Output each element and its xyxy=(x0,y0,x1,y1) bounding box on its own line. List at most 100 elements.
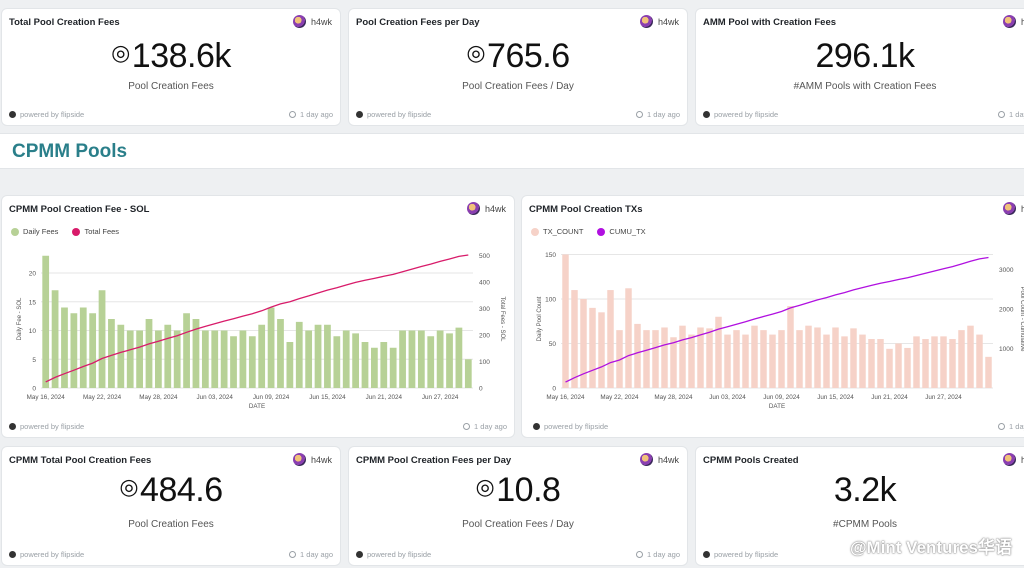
legend-item[interactable]: CUMU_TX xyxy=(597,227,646,236)
stat-label: #CPMM Pools xyxy=(833,519,897,530)
chart-card-txs[interactable]: CPMM Pool Creation TXs h4wk powered by f… xyxy=(521,195,1024,438)
bar xyxy=(859,334,866,388)
y2-axis-label: Total Fees - SOL xyxy=(499,296,505,342)
bar xyxy=(464,359,472,388)
y-tick-label: 100 xyxy=(545,296,556,303)
stat-number: 10.8 xyxy=(496,471,561,509)
bar xyxy=(841,336,848,388)
sol-icon: ◎ xyxy=(111,40,130,65)
powered-text: powered by flipside xyxy=(20,422,85,431)
author-name: h4wk xyxy=(1021,17,1024,27)
chart-txs: 0 50 100 150 1000 2000 3000 May 16, 2024 May 22,… xyxy=(537,252,1024,410)
y-tick-label: 150 xyxy=(545,252,556,259)
bar xyxy=(201,330,209,388)
stat-card-cpmm-pools-created[interactable]: CPMM Pools Created h4wk 3.2k #CPMM Pools… xyxy=(695,446,1024,566)
stat-card-cpmm-total-fees[interactable]: CPMM Total Pool Creation Fees h4wk ◎484.… xyxy=(1,446,341,566)
author-name: h4wk xyxy=(310,16,332,27)
bar xyxy=(913,336,920,388)
updated-time: 1 day ago xyxy=(636,110,680,119)
bar xyxy=(868,339,875,388)
stat-card-amm-pools[interactable]: AMM Pool with Creation Fees h4wk 296.1k … xyxy=(695,8,1024,126)
powered-by[interactable]: powered by flipside xyxy=(533,422,608,431)
author[interactable]: h4wk xyxy=(466,202,506,215)
bar xyxy=(958,330,965,388)
bar xyxy=(417,330,425,388)
bar xyxy=(877,339,884,388)
bar xyxy=(769,334,776,388)
stat-card-cpmm-fees-per-day[interactable]: CPMM Pool Creation Fees per Day h4wk ◎10… xyxy=(348,446,688,566)
legend-item[interactable]: Daily Fees xyxy=(11,227,58,236)
bar xyxy=(136,330,143,388)
x-tick-label: Jun 09, 2024 xyxy=(253,394,290,401)
bar xyxy=(117,324,125,388)
flipside-icon xyxy=(356,551,363,558)
powered-text: powered by flipside xyxy=(20,110,85,119)
bar xyxy=(760,330,767,388)
stat-label: Pool Creation Fees xyxy=(128,519,214,530)
author[interactable]: h4wk xyxy=(1002,15,1024,28)
bar xyxy=(267,307,275,388)
legend-swatch xyxy=(72,227,81,236)
bar xyxy=(742,334,749,388)
bar xyxy=(625,288,632,388)
stat-value: 296.1k xyxy=(696,37,1024,76)
bar xyxy=(607,290,614,388)
stat-label: Pool Creation Fees xyxy=(128,81,214,92)
bar xyxy=(787,306,794,388)
bar xyxy=(145,319,153,388)
bar xyxy=(277,319,284,388)
stat-card-total-fees[interactable]: Total Pool Creation Fees h4wk ◎138.6k Po… xyxy=(1,8,341,126)
y2-tick-label: 2000 xyxy=(999,307,1014,314)
updated-text: 1 day ago xyxy=(647,550,680,559)
author[interactable]: h4wk xyxy=(292,15,332,28)
x-tick-label: Jun 09, 2024 xyxy=(763,394,800,401)
powered-text: powered by flipside xyxy=(544,422,609,431)
stat-card-fees-per-day[interactable]: Pool Creation Fees per Day h4wk ◎765.6 P… xyxy=(348,8,688,126)
clock-icon xyxy=(289,111,297,118)
powered-by[interactable]: powered by flipside xyxy=(9,422,84,431)
flipside-icon xyxy=(9,551,16,558)
bar xyxy=(70,313,78,388)
avatar xyxy=(639,15,653,28)
x-tick-label: May 28, 2024 xyxy=(654,394,693,401)
powered-by[interactable]: powered by flipside xyxy=(703,550,778,559)
author[interactable]: h4wk xyxy=(639,453,679,466)
bar xyxy=(706,328,713,388)
bar xyxy=(697,327,704,388)
bar xyxy=(823,334,830,388)
y2-tick-label: 300 xyxy=(479,306,490,313)
y-tick-label: 10 xyxy=(29,328,37,335)
author[interactable]: h4wk xyxy=(292,453,332,466)
bar xyxy=(98,290,106,388)
stat-number: 765.6 xyxy=(487,37,570,75)
powered-by[interactable]: powered by flipside xyxy=(356,110,431,119)
legend-item[interactable]: TX_COUNT xyxy=(531,227,583,236)
powered-by[interactable]: powered by flipside xyxy=(356,550,431,559)
powered-by[interactable]: powered by flipside xyxy=(9,110,84,119)
bar xyxy=(361,342,369,388)
author-name: h4wk xyxy=(1021,455,1024,465)
card-title: CPMM Total Pool Creation Fees xyxy=(9,455,152,466)
author[interactable]: h4wk xyxy=(1002,453,1024,466)
avatar xyxy=(292,453,306,466)
y2-tick-label: 3000 xyxy=(999,267,1014,274)
bar xyxy=(42,255,50,388)
legend-item[interactable]: Total Fees xyxy=(72,227,119,236)
series-line xyxy=(565,256,989,383)
bar xyxy=(688,334,695,388)
clock-icon xyxy=(636,111,644,118)
y-tick-label: 15 xyxy=(29,299,37,306)
bar xyxy=(108,319,115,388)
powered-by[interactable]: powered by flipside xyxy=(9,550,84,559)
author[interactable]: h4wk xyxy=(639,15,679,28)
updated-time: 1 day ago xyxy=(289,550,333,559)
y2-tick-label: 100 xyxy=(479,359,490,366)
bar xyxy=(670,337,677,388)
author[interactable]: h4wk xyxy=(1002,202,1024,215)
chart-card-fees[interactable]: CPMM Pool Creation Fee - SOL h4wk powere… xyxy=(1,195,515,438)
powered-by[interactable]: powered by flipside xyxy=(703,110,778,119)
avatar xyxy=(639,453,653,466)
clock-icon xyxy=(998,423,1006,430)
legend-swatch xyxy=(531,227,539,236)
stat-label: Pool Creation Fees / Day xyxy=(462,519,574,530)
